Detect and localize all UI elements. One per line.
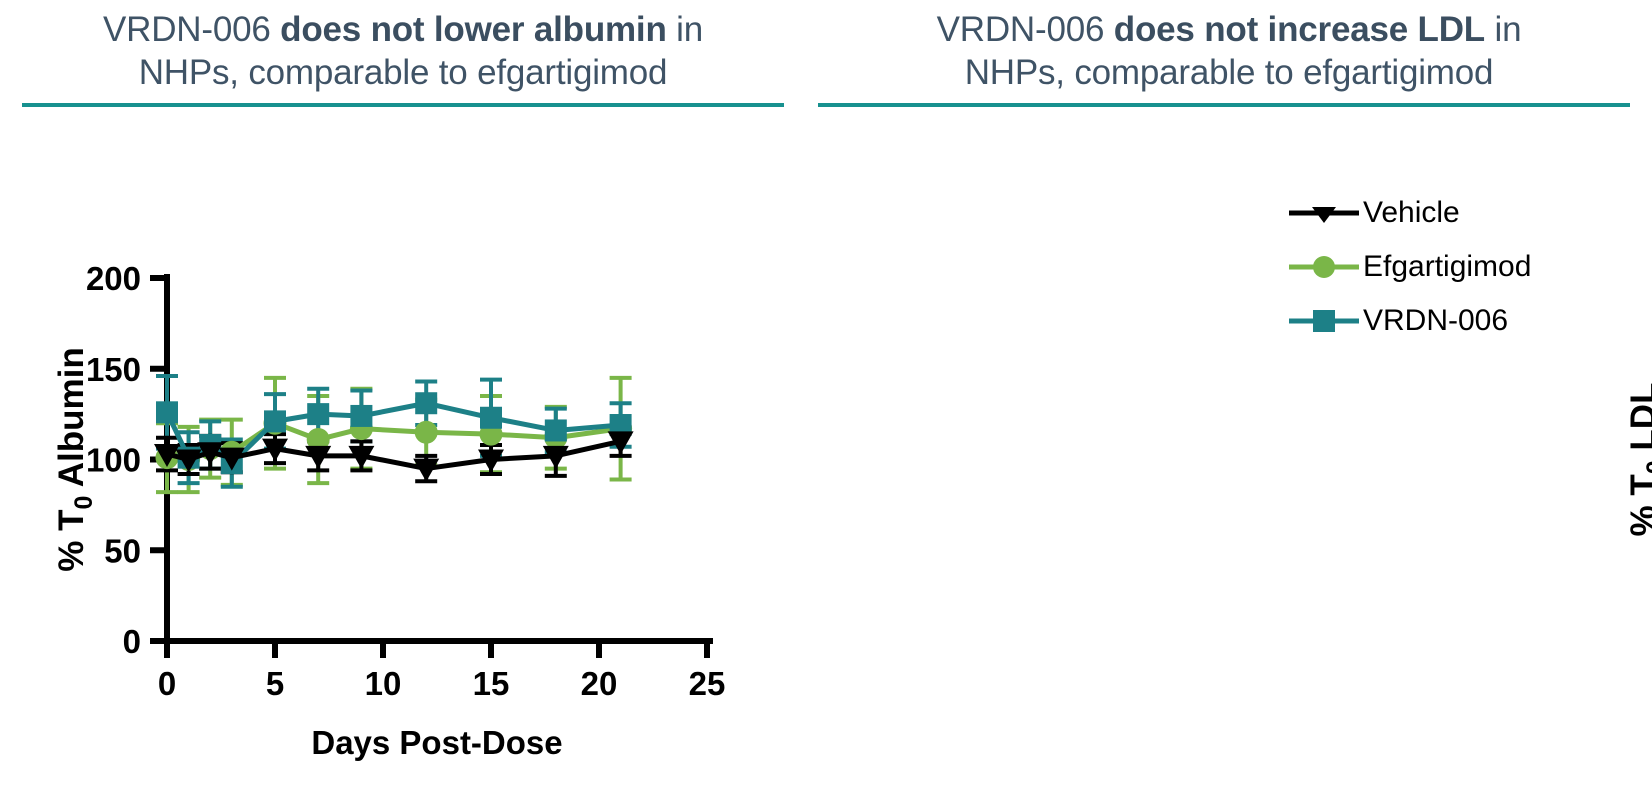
header-rule-ldl	[818, 103, 1630, 107]
x-axis-title: Days Post-Dose	[311, 724, 562, 761]
x-tick-label: 10	[365, 665, 402, 702]
y-axis-title-prefix: % T	[52, 510, 91, 572]
x-tick-label: 0	[158, 665, 176, 702]
triangle-down-marker	[305, 445, 332, 469]
y-axis-title-suffix: Albumin	[52, 347, 91, 495]
triangle-down-marker	[478, 449, 504, 473]
y-tick-label: 150	[86, 351, 141, 388]
circle-icon	[1289, 256, 1359, 278]
y-axis-title-text: % T0 LDL	[1624, 383, 1652, 537]
y-axis-title-prefix: % T	[1624, 474, 1652, 536]
title-emphasis: does not increase LDL	[1113, 10, 1485, 49]
x-tick-label: 15	[473, 665, 510, 702]
square-marker	[480, 406, 502, 429]
legend-item-vehicle[interactable]: Vehicle	[1285, 186, 1645, 240]
legend-item-vrdn006[interactable]: VRDN-006	[1285, 294, 1645, 348]
y-tick-label: 100	[86, 442, 141, 479]
panel-title-albumin: VRDN-006 does not lower albumin in NHPs,…	[0, 0, 806, 94]
square-icon	[1289, 310, 1359, 332]
chart-albumin: 0 50 100 150 200 0 5 10 15 20 25 Days Post-Dose% T0…	[0, 120, 806, 794]
title-suffix: in	[666, 10, 703, 49]
triangle-down-marker	[413, 458, 440, 482]
circle-marker	[414, 420, 438, 444]
triangle-down-marker	[197, 442, 224, 466]
y-tick-label: 50	[104, 532, 141, 569]
legend-label-vehicle: Vehicle	[1363, 196, 1460, 229]
x-tick-label: 20	[581, 665, 618, 702]
square-marker	[415, 392, 438, 415]
triangle-down-marker	[175, 449, 202, 473]
series-markers-vehicle	[154, 431, 634, 482]
triangle-down-marker	[607, 431, 634, 455]
legend-item-efgartigimod[interactable]: Efgartigimod	[1285, 240, 1645, 294]
y-tick-label: 200	[86, 260, 141, 297]
title-prefix: VRDN-006	[936, 10, 1114, 49]
square-marker	[350, 404, 373, 427]
y-axis-title-subscript: 0	[70, 496, 98, 510]
triangle-down-marker	[542, 445, 569, 469]
panel-title-ldl: VRDN-006 does not increase LDL in NHPs, …	[806, 0, 1652, 94]
title-line-two: NHPs, comparable to efgartigimod	[138, 53, 668, 92]
panel-ldl: VRDN-006 does not increase LDL in NHPs, …	[806, 0, 1652, 794]
title-suffix: in	[1484, 10, 1522, 49]
square-marker	[609, 414, 632, 437]
title-line-two: NHPs, comparable to efgartigimod	[964, 53, 1494, 92]
panel-header-ldl: VRDN-006 does not increase LDL in NHPs, …	[806, 0, 1652, 107]
triangle-down-marker	[348, 445, 375, 469]
panel-albumin: VRDN-006 does not lower albumin in NHPs,…	[0, 0, 806, 794]
triangle-down-marker	[262, 438, 288, 462]
triangle-down-marker	[218, 447, 245, 471]
triangle-down-icon	[1289, 207, 1359, 223]
circle-marker	[306, 428, 330, 452]
square-marker	[156, 401, 178, 424]
title-prefix: VRDN-006	[103, 10, 281, 49]
y-axis-title: % T0 Albumin	[52, 347, 98, 572]
y-axis-title-text: % T0 Albumin	[52, 347, 98, 572]
square-marker	[264, 410, 286, 433]
y-tick-label: 0	[123, 623, 141, 660]
triangle-down-marker	[154, 444, 180, 468]
y-axis-title-suffix: LDL	[1624, 383, 1652, 461]
square-marker	[307, 403, 330, 426]
y-axis-title: % T0 LDL	[1624, 383, 1652, 537]
x-tick-label: 25	[689, 665, 726, 702]
title-emphasis: does not lower albumin	[280, 10, 667, 49]
square-marker	[544, 419, 567, 442]
header-rule-albumin	[22, 103, 784, 107]
y-axis-title-subscript: 0	[1642, 460, 1652, 474]
legend-label-efgartigimod: Efgartigimod	[1363, 250, 1532, 283]
panel-header-albumin: VRDN-006 does not lower albumin in NHPs,…	[0, 0, 806, 107]
chart-legend: Vehicle Efgartigimod VRDN-006	[1285, 186, 1645, 348]
x-tick-label: 5	[266, 665, 284, 702]
legend-label-vrdn006: VRDN-006	[1363, 304, 1509, 337]
